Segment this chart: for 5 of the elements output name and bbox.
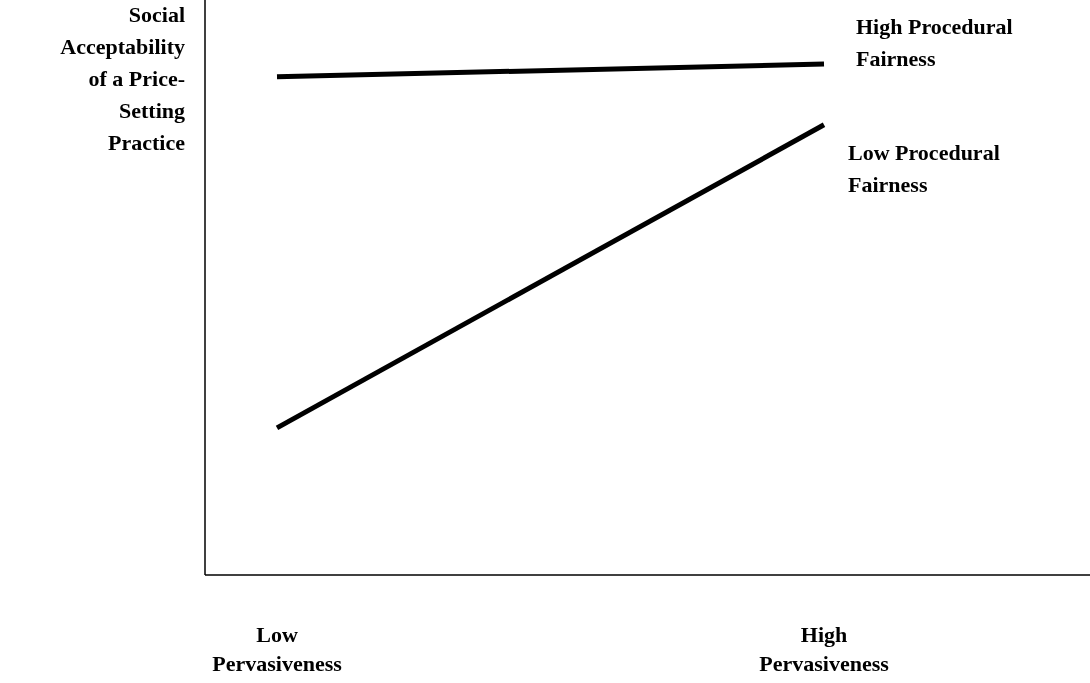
series-label: Low Procedural Fairness <box>848 139 1000 197</box>
x-tick-label: Low Pervasiveness <box>212 622 343 676</box>
y-axis-title: Social Acceptability of a Price-Setting Practice <box>60 2 186 155</box>
x-tick-label: High Pervasiveness <box>759 622 890 676</box>
series-label: High Procedural Fairness <box>856 14 1013 71</box>
